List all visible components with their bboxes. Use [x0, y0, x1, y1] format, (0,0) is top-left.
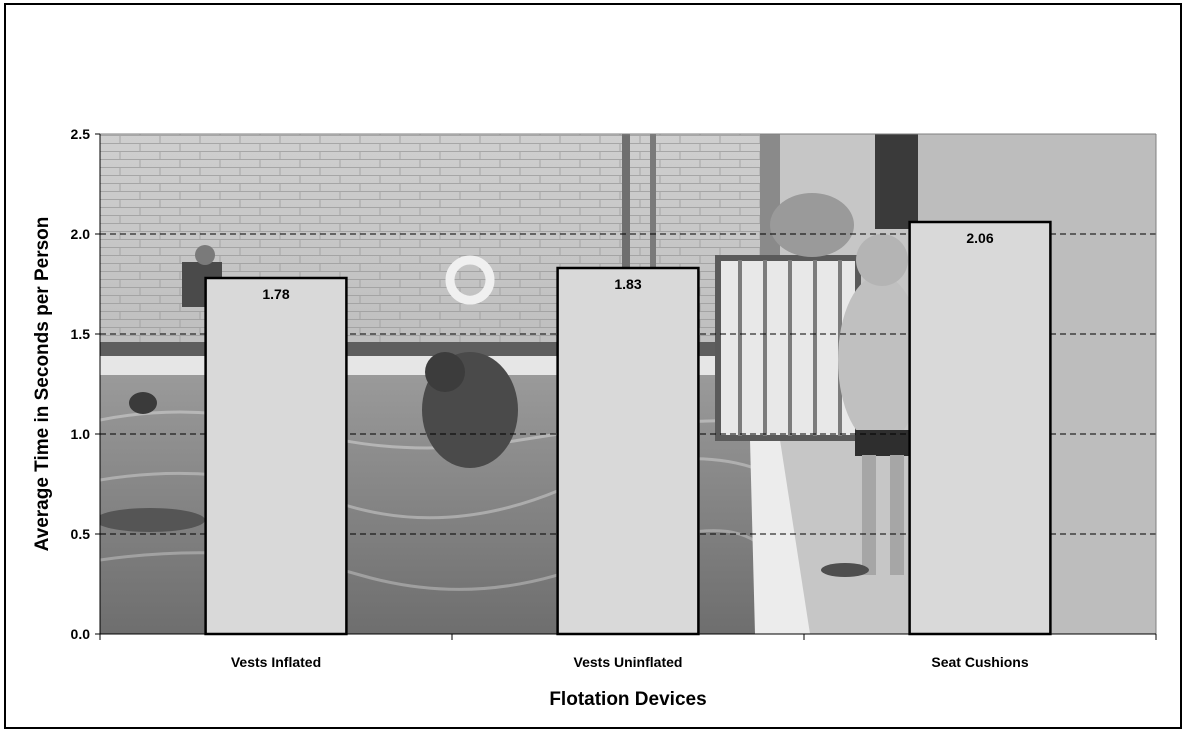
x-tick-label: Seat Cushions: [931, 654, 1028, 670]
y-tick-label: 1.5: [71, 326, 91, 342]
y-axis-title: Average Time in Seconds per Person: [32, 217, 53, 552]
y-tick-label: 2.0: [71, 226, 91, 242]
y-tick-label: 0.0: [71, 626, 91, 642]
y-tick-label: 2.5: [71, 126, 91, 142]
y-tick-label: 1.0: [71, 426, 91, 442]
bar: [204, 276, 348, 636]
bars: [204, 220, 1052, 636]
x-tick-label: Vests Uninflated: [574, 654, 683, 670]
x-axis-title: Flotation Devices: [549, 689, 706, 710]
y-axis-tick-labels: 0.0 0.5 1.0 1.5 2.0 2.5: [71, 126, 91, 642]
bar: [556, 266, 700, 636]
bar-data-labels: 1.78 1.83 2.06: [262, 230, 993, 302]
x-tick-label: Vests Inflated: [231, 654, 321, 670]
x-axis-tick-labels: Vests Inflated Vests Uninflated Seat Cushi…: [231, 654, 1029, 670]
y-tick-label: 0.5: [71, 526, 91, 542]
bar-data-label: 1.83: [614, 276, 641, 292]
bar-data-label: 2.06: [966, 230, 993, 246]
bar-data-label: 1.78: [262, 286, 289, 302]
bar: [908, 220, 1052, 636]
